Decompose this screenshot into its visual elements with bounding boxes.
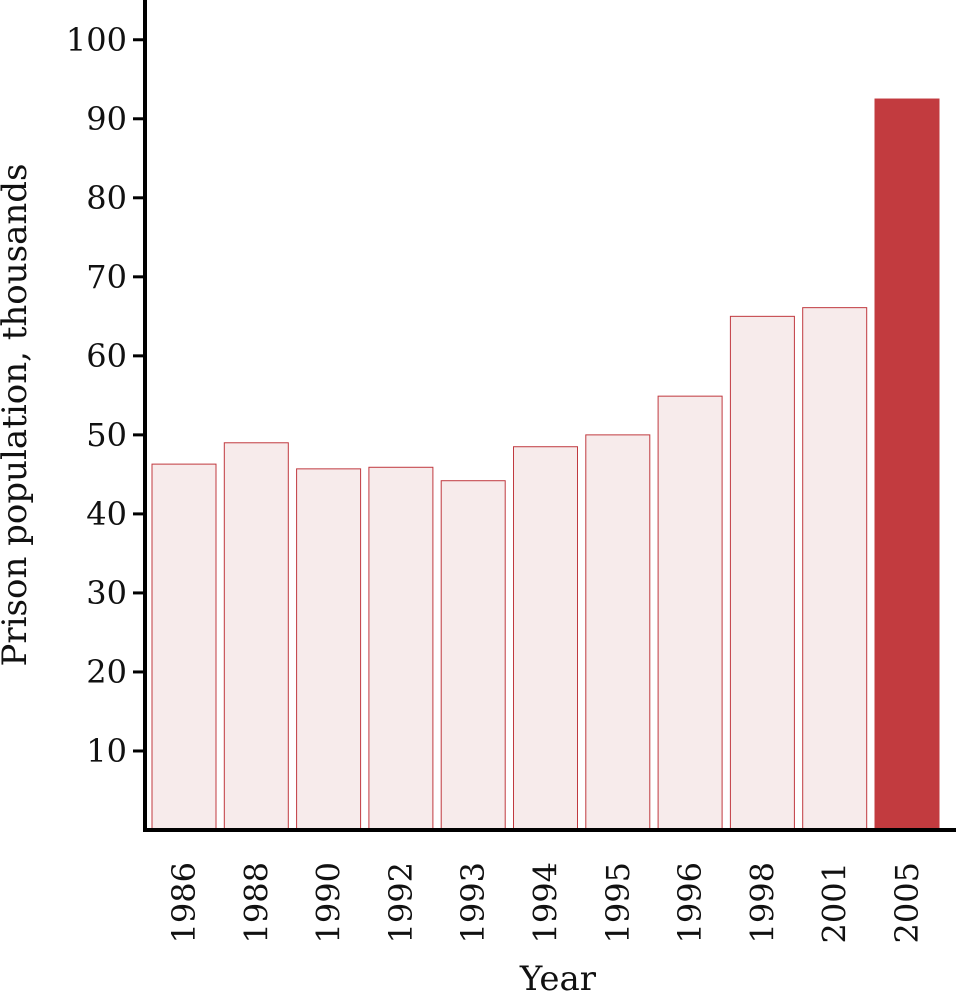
x-tick-label: 1990 — [310, 862, 348, 943]
x-tick-label: 2001 — [816, 862, 854, 943]
x-labels-group: 1986 1988 1990 1992 1993 1994 1995 1996 1998 2001… — [165, 862, 926, 943]
x-tick-label: 1993 — [454, 862, 492, 943]
bar-2005 — [874, 98, 940, 831]
x-tick-label: 1992 — [382, 862, 420, 943]
y-tick-label: 60 — [86, 337, 127, 375]
x-tick-label: 1994 — [527, 862, 565, 943]
x-axis-title: Year — [519, 959, 597, 991]
bar-1993 — [440, 480, 506, 831]
bar-1995 — [585, 434, 651, 831]
bar-1992 — [368, 466, 434, 831]
bar-1990 — [296, 468, 362, 831]
y-tick-label: 50 — [86, 416, 127, 454]
y-ticks-group: 10 20 30 40 50 60 70 80 90 100 — [66, 21, 145, 770]
bar-1988 — [223, 442, 289, 831]
y-tick-label: 30 — [86, 574, 127, 612]
x-tick-label: 1998 — [743, 862, 781, 943]
y-tick-label: 90 — [86, 100, 127, 138]
y-tick-label: 10 — [86, 732, 127, 770]
bar-1996 — [657, 395, 723, 831]
y-tick-label: 20 — [86, 653, 127, 691]
x-tick-label: 1988 — [237, 862, 275, 943]
bar-1994 — [513, 446, 578, 831]
x-tick-label: 2005 — [888, 862, 926, 943]
bar-2001 — [802, 307, 868, 831]
y-tick-label: 40 — [86, 495, 127, 533]
bar-1986 — [151, 463, 217, 831]
y-tick-label: 70 — [86, 258, 127, 296]
bar-1998 — [729, 315, 795, 831]
x-tick-label: 1995 — [599, 862, 637, 943]
x-tick-label: 1986 — [165, 862, 203, 943]
y-tick-label: 80 — [86, 179, 127, 217]
y-tick-label: 100 — [66, 21, 127, 59]
bars-group — [151, 98, 940, 831]
y-axis-title: Prison population, thousands — [0, 164, 35, 667]
x-tick-label: 1996 — [671, 862, 709, 943]
